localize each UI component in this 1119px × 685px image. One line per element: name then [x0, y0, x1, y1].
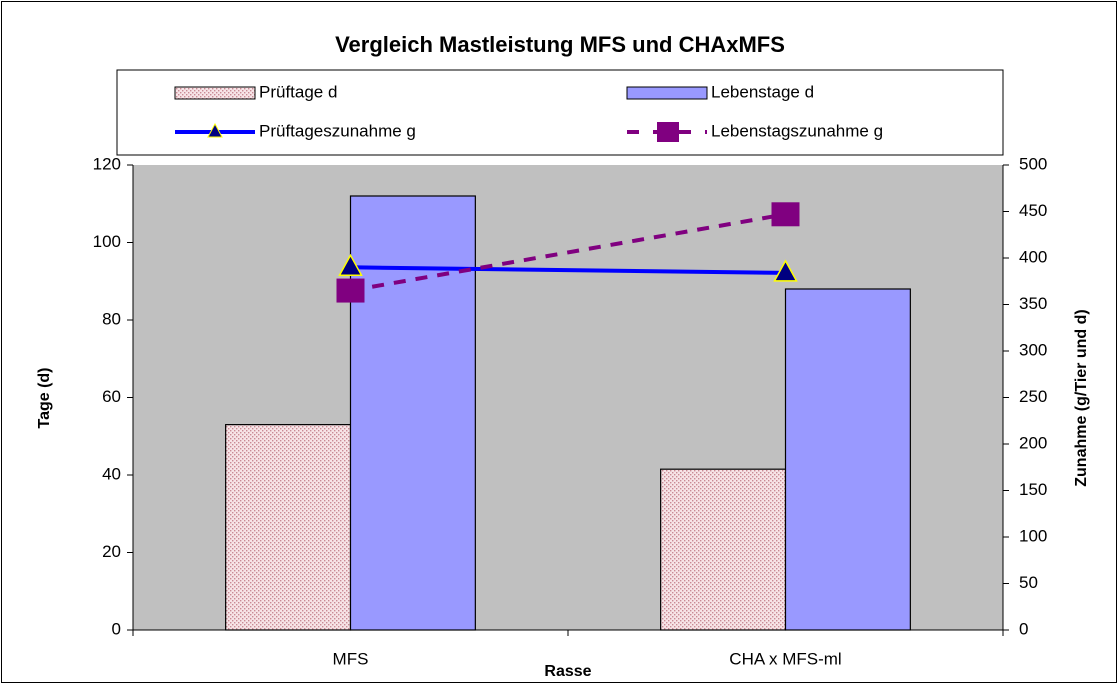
legend-swatch [174, 86, 256, 100]
bar [349, 195, 476, 631]
legend-marker [657, 122, 679, 142]
legend-swatch [626, 86, 708, 100]
y-tick-label: 0 [112, 619, 121, 638]
y2-tick-label: 150 [1019, 480, 1047, 499]
line [350, 265, 786, 275]
legend [116, 69, 1004, 156]
bar [660, 468, 787, 631]
marker [773, 259, 798, 282]
line [350, 212, 786, 293]
y2-tick-label: 0 [1019, 619, 1028, 638]
chart-title: Vergleich Mastleistung MFS und CHAxMFS [335, 32, 785, 57]
marker [771, 202, 800, 227]
x-tick-label: CHA x MFS-ml [729, 649, 841, 668]
y2-tick-label: 200 [1019, 433, 1047, 452]
y2-tick-label: 400 [1019, 247, 1047, 266]
y-axis-title: Tage (d) [36, 367, 53, 428]
y-tick-label: 20 [102, 542, 121, 561]
y2-tick-label: 50 [1019, 573, 1038, 592]
y2-tick-label: 450 [1019, 201, 1047, 220]
y2-tick-label: 350 [1019, 294, 1047, 313]
y2-tick-label: 250 [1019, 387, 1047, 406]
x-axis-title: Rasse [544, 663, 591, 680]
y-tick-label: 40 [102, 464, 121, 483]
marker [338, 253, 363, 277]
marker [336, 278, 365, 303]
y-tick-label: 100 [93, 232, 121, 251]
y-tick-label: 120 [93, 154, 121, 173]
y-tick-label: 60 [102, 387, 121, 406]
legend-label: Prüftage d [259, 82, 337, 101]
legend-label: Prüftageszunahme g [259, 121, 416, 140]
legend-label: Lebenstagszunahme g [711, 121, 883, 140]
legend-label: Lebenstage d [711, 82, 814, 101]
y2-tick-label: 500 [1019, 154, 1047, 173]
y2-tick-label: 100 [1019, 526, 1047, 545]
y-tick-label: 80 [102, 309, 121, 328]
x-tick-label: MFS [333, 649, 369, 668]
y2-axis-title: Zunahme (g/Tier und d) [1073, 309, 1090, 486]
legend-marker [207, 122, 223, 138]
y2-tick-label: 300 [1019, 340, 1047, 359]
bar [225, 424, 352, 631]
bar [784, 288, 911, 631]
